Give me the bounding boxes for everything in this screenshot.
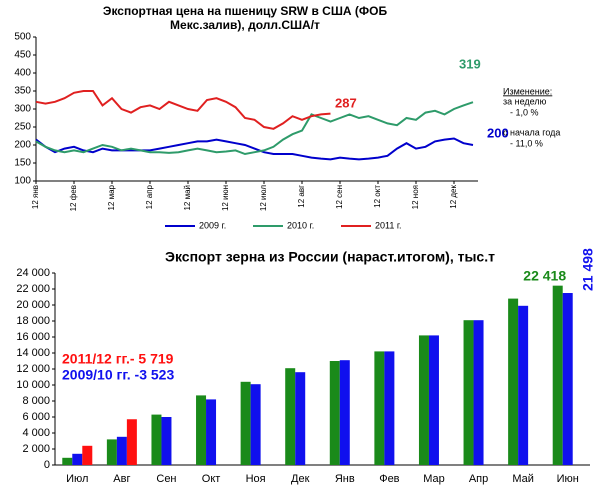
y-tick-label: 10 000 — [16, 379, 50, 391]
bar — [418, 335, 429, 465]
line-series — [35, 90, 331, 130]
x-tick-label: 12 июл — [259, 185, 268, 211]
line-series — [35, 137, 474, 161]
legend-label: 2011 г. — [375, 220, 402, 230]
bar — [82, 445, 93, 465]
line-series — [35, 101, 474, 156]
bar — [473, 320, 484, 465]
y-tick-label: 24 000 — [16, 267, 50, 279]
x-tick-label: 12 авг — [297, 185, 306, 208]
y-tick-label: 450 — [14, 50, 31, 61]
x-tick-label: 12 фев — [69, 185, 78, 211]
bar — [116, 436, 127, 465]
y-tick-label: 16 000 — [16, 331, 50, 343]
y-tick-label: 2 000 — [22, 443, 50, 455]
bar — [384, 351, 395, 465]
y-tick-label: 4 000 — [22, 427, 50, 439]
y-tick-label: 150 — [14, 158, 31, 169]
bar — [106, 439, 117, 465]
annotation: - 1,0 % — [510, 107, 539, 117]
x-tick-label: Июн — [557, 473, 579, 485]
annotation: 287 — [335, 95, 357, 110]
annotation: Изменение: — [503, 86, 552, 96]
y-tick-label: 250 — [14, 122, 31, 133]
x-tick-label: 12 сен — [335, 185, 344, 209]
bar — [329, 361, 340, 465]
bar — [295, 372, 306, 465]
bar — [196, 395, 207, 465]
x-tick-label: 12 мар — [107, 184, 116, 210]
annotation: 2009/10 гг. -3 523 — [62, 367, 174, 383]
annotation: 319 — [459, 56, 481, 71]
bar — [339, 360, 350, 465]
chart-title: Экспортная цена на пшеницу SRW в США (ФО… — [103, 4, 388, 18]
x-tick-label: Апр — [469, 473, 488, 485]
x-tick-label: Авг — [113, 473, 130, 485]
x-tick-label: 12 ноя — [411, 185, 420, 209]
x-tick-label: 12 янв — [31, 185, 40, 209]
annotation: 2011/12 гг.- 5 719 — [62, 351, 174, 367]
x-tick-label: Сен — [156, 473, 176, 485]
y-tick-label: 14 000 — [16, 347, 50, 359]
bar — [518, 305, 529, 465]
x-tick-label: 12 май — [183, 185, 192, 211]
x-tick-label: Мар — [423, 473, 445, 485]
bar — [126, 419, 137, 465]
x-tick-label: Май — [512, 473, 534, 485]
value-label: 22 418 — [523, 267, 566, 283]
bar — [562, 293, 573, 465]
bar — [374, 351, 385, 465]
y-tick-label: 400 — [14, 68, 31, 79]
annotation: с начала года — [503, 127, 560, 137]
legend-label: 2010 г. — [287, 220, 314, 230]
bar — [508, 298, 519, 465]
bar — [463, 320, 474, 465]
y-tick-label: 18 000 — [16, 315, 50, 327]
bar — [151, 414, 162, 465]
value-label: 21 498 — [579, 248, 595, 291]
y-tick-label: 500 — [14, 32, 31, 43]
bar — [285, 368, 296, 465]
bar — [250, 384, 261, 465]
x-tick-label: Дек — [291, 473, 310, 485]
bar — [240, 381, 251, 465]
bar — [161, 417, 172, 465]
y-tick-label: 300 — [14, 104, 31, 115]
bar — [428, 335, 439, 465]
bar — [206, 399, 217, 465]
y-tick-label: 0 — [44, 459, 50, 471]
annotation: за неделю — [503, 96, 547, 106]
y-tick-label: 22 000 — [16, 283, 50, 295]
x-tick-label: Янв — [335, 473, 355, 485]
legend-label: 2009 г. — [199, 220, 226, 230]
bar — [62, 457, 73, 465]
chart-title: Экспорт зерна из России (нараст.итогом),… — [165, 249, 495, 265]
y-tick-label: 100 — [14, 176, 31, 187]
bar — [72, 453, 83, 465]
x-tick-label: 12 апр — [145, 184, 154, 209]
y-tick-label: 6 000 — [22, 411, 50, 423]
chart-title: Мекс.залив), долл.США/т — [170, 18, 320, 32]
annotation: - 11,0 % — [510, 138, 543, 148]
x-tick-label: 12 июн — [221, 185, 230, 211]
x-tick-label: Июл — [66, 473, 88, 485]
x-tick-label: 12 дек — [449, 185, 458, 209]
annotation: 200 — [487, 125, 509, 140]
y-tick-label: 8 000 — [22, 395, 50, 407]
x-tick-label: Окт — [202, 473, 221, 485]
y-tick-label: 200 — [14, 140, 31, 151]
y-tick-label: 12 000 — [16, 363, 50, 375]
x-tick-label: Ноя — [246, 473, 266, 485]
y-tick-label: 350 — [14, 86, 31, 97]
y-tick-label: 20 000 — [16, 299, 50, 311]
x-tick-label: 12 окт — [373, 185, 382, 208]
x-tick-label: Фев — [379, 473, 399, 485]
bar — [552, 285, 563, 465]
